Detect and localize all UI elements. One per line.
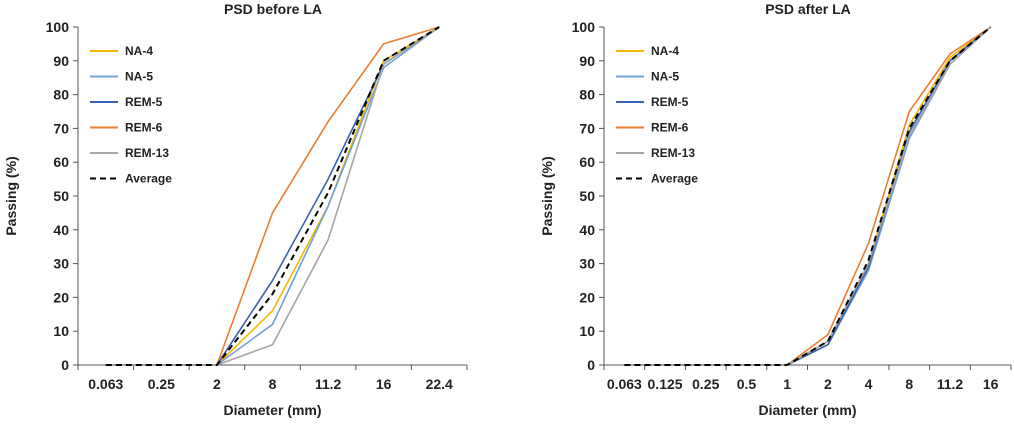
chart-1: PSD before LA 0 10 20 30 40 50 60 70 80 90 100 0.063… xyxy=(3,1,468,418)
x-tick-label: 0.063 xyxy=(88,376,123,392)
chart-2: PSD after LA 0 10 20 30 40 50 60 70 80 90 100 0.063 0… xyxy=(539,1,1012,418)
y-tick-label: 100 xyxy=(572,19,596,35)
y-tick-label: 60 xyxy=(579,154,595,170)
series-line-na-4 xyxy=(624,26,992,366)
y-tick-label: 40 xyxy=(579,222,595,238)
y-tick-label: 20 xyxy=(53,289,69,305)
legend-label-average: Average xyxy=(125,172,172,186)
y-tick-label: 80 xyxy=(53,87,69,103)
legend-label-rem-5: REM-5 xyxy=(125,95,163,109)
legend-label-rem-6: REM-6 xyxy=(651,121,689,135)
series-line-rem-13 xyxy=(105,26,440,366)
y-tick-label: 10 xyxy=(579,323,595,339)
y-tick-label: 0 xyxy=(61,357,69,373)
y-tick-label: 90 xyxy=(579,53,595,69)
y-tick-label: 90 xyxy=(53,53,69,69)
x-tick-label: 16 xyxy=(376,376,392,392)
series-line-na-4 xyxy=(105,26,440,366)
legend-label-na-4: NA-4 xyxy=(651,44,679,58)
y-tick-label: 40 xyxy=(53,222,69,238)
x-tick-label: 2 xyxy=(824,376,832,392)
chart-title: PSD after LA xyxy=(765,1,851,17)
x-tick-label: 0.125 xyxy=(648,376,683,392)
x-tick-label: 22.4 xyxy=(426,376,453,392)
y-tick-label: 70 xyxy=(53,120,69,136)
series-line-na-5 xyxy=(105,26,440,366)
y-tick-label: 80 xyxy=(579,87,595,103)
y-tick-label: 10 xyxy=(53,323,69,339)
series-line-rem-5 xyxy=(624,26,992,366)
legend-label-average: Average xyxy=(651,172,698,186)
y-tick-label: 30 xyxy=(579,256,595,272)
series-line-average xyxy=(105,26,440,366)
x-tick-label: 8 xyxy=(905,376,913,392)
x-tick-label: 11.2 xyxy=(315,376,342,392)
x-axis-label: Diameter (mm) xyxy=(758,402,856,418)
y-axis-label: Passing (%) xyxy=(3,156,19,235)
legend-label-rem-13: REM-13 xyxy=(651,146,695,160)
y-tick-label: 50 xyxy=(53,188,69,204)
legend-label-na-5: NA-5 xyxy=(125,70,153,84)
y-tick-label: 100 xyxy=(46,19,70,35)
series-line-average xyxy=(624,26,992,366)
y-tick-label: 50 xyxy=(579,188,595,204)
x-tick-label: 0.25 xyxy=(692,376,719,392)
legend-label-rem-5: REM-5 xyxy=(651,95,689,109)
series-line-rem-5 xyxy=(105,26,440,366)
y-tick-label: 20 xyxy=(579,289,595,305)
series-line-rem-13 xyxy=(624,26,992,366)
x-tick-label: 11.2 xyxy=(937,376,964,392)
y-tick-label: 0 xyxy=(587,357,595,373)
x-tick-label: 4 xyxy=(865,376,873,392)
legend-label-rem-13: REM-13 xyxy=(125,146,169,160)
y-tick-label: 60 xyxy=(53,154,69,170)
x-axis-label: Diameter (mm) xyxy=(223,402,321,418)
y-tick-label: 30 xyxy=(53,256,69,272)
legend-label-na-5: NA-5 xyxy=(651,70,679,84)
x-tick-label: 0.063 xyxy=(607,376,642,392)
legend-label-na-4: NA-4 xyxy=(125,44,153,58)
x-tick-label: 16 xyxy=(983,376,999,392)
x-tick-label: 1 xyxy=(783,376,791,392)
series-line-rem-6 xyxy=(105,26,440,366)
y-axis-label: Passing (%) xyxy=(539,156,555,235)
x-tick-label: 0.5 xyxy=(737,376,757,392)
series-line-rem-6 xyxy=(624,26,992,366)
x-tick-label: 2 xyxy=(213,376,221,392)
y-tick-label: 70 xyxy=(579,120,595,136)
series-line-na-5 xyxy=(624,26,992,366)
x-tick-label: 0.25 xyxy=(148,376,175,392)
legend-label-rem-6: REM-6 xyxy=(125,121,163,135)
chart-title: PSD before LA xyxy=(224,1,322,17)
x-tick-label: 8 xyxy=(269,376,277,392)
